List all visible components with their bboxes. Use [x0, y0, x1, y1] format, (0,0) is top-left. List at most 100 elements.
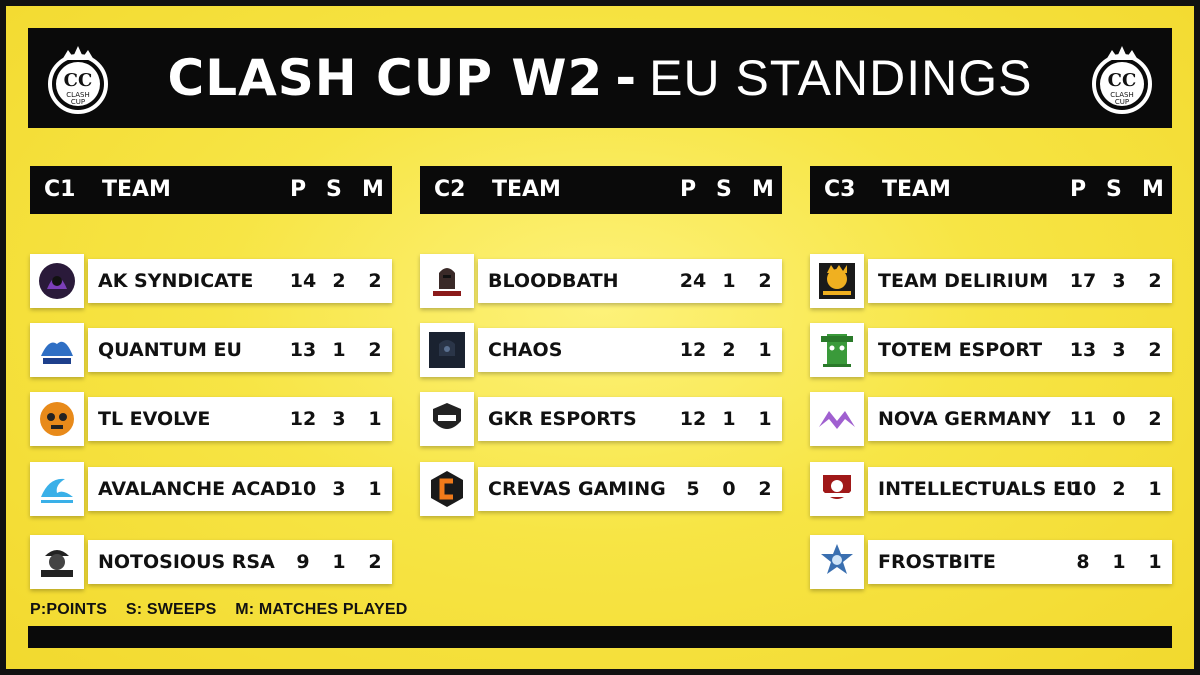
team-name: NOTOSIOUS RSA [98, 551, 275, 573]
team-sweeps: 2 [722, 339, 736, 361]
team-points: 8 [1076, 551, 1090, 573]
team-name: TL EVOLVE [98, 408, 211, 430]
team-row: AK SYNDICATE 14 2 2 [30, 254, 392, 308]
logo-monogram: CC [1108, 70, 1137, 91]
group-code: C1 [44, 177, 76, 202]
team-points: 12 [679, 408, 707, 430]
intellectuals-logo [810, 462, 864, 516]
column-matches: M [362, 177, 384, 202]
team-sweeps: 2 [332, 270, 346, 292]
team-points: 9 [296, 551, 310, 573]
clash-cup-logo: CC CLASH CUP [1092, 46, 1152, 114]
team-matches: 2 [758, 478, 772, 500]
page-title: CLASH CUP W2 - EU STANDINGS [28, 28, 1172, 128]
team-name: AK SYNDICATE [98, 270, 254, 292]
team-name: QUANTUM EU [98, 339, 242, 361]
column-points: P [1070, 177, 1087, 202]
team-points: 10 [289, 478, 317, 500]
delirium-logo [810, 254, 864, 308]
notorious-logo [30, 535, 84, 589]
team-sweeps: 1 [332, 339, 346, 361]
team-name: CREVAS GAMING [488, 478, 666, 500]
team-sweeps: 3 [332, 408, 346, 430]
team-row: INTELLECTUALS EU 10 2 1 [810, 462, 1172, 516]
team-sweeps: 1 [722, 408, 736, 430]
svg-text:CLASH: CLASH [66, 91, 89, 99]
team-matches: 1 [368, 478, 382, 500]
title-banner: CC CLASH CUP CLASH CUP W2 - EU STANDINGS… [28, 28, 1172, 128]
team-name: NOVA GERMANY [878, 408, 1051, 430]
team-name: BLOODBATH [488, 270, 619, 292]
team-sweeps: 3 [1112, 270, 1126, 292]
team-points: 17 [1069, 270, 1097, 292]
team-points: 5 [686, 478, 700, 500]
team-matches: 1 [758, 408, 772, 430]
totem-logo [810, 323, 864, 377]
team-row: QUANTUM EU 13 1 2 [30, 323, 392, 377]
team-sweeps: 3 [1112, 339, 1126, 361]
team-name: FROSTBITE [878, 551, 996, 573]
team-name: CHAOS [488, 339, 563, 361]
column-sweeps: S [716, 177, 732, 202]
tl-evolve-logo [30, 392, 84, 446]
column-sweeps: S [1106, 177, 1122, 202]
title-sub: EU STANDINGS [649, 50, 1033, 106]
svg-text:CUP: CUP [71, 98, 85, 106]
avalanche-logo [30, 462, 84, 516]
team-sweeps: 1 [722, 270, 736, 292]
team-matches: 2 [1148, 339, 1162, 361]
ak-syndicate-logo [30, 254, 84, 308]
svg-text:CUP: CUP [1115, 98, 1129, 106]
column-team: TEAM [882, 177, 951, 202]
team-name: AVALANCHE ACAD [98, 478, 291, 500]
column-matches: M [752, 177, 774, 202]
team-row: NOVA GERMANY 11 0 2 [810, 392, 1172, 446]
team-sweeps: 3 [332, 478, 346, 500]
team-points: 24 [679, 270, 707, 292]
legend: P:POINTS S: SWEEPS M: MATCHES PLAYED [30, 601, 422, 619]
gkr-logo [420, 392, 474, 446]
team-name: INTELLECTUALS EU [878, 478, 1082, 500]
team-matches: 1 [758, 339, 772, 361]
team-points: 14 [289, 270, 317, 292]
group-code: C2 [434, 177, 466, 202]
team-points: 13 [1069, 339, 1097, 361]
team-row: TEAM DELIRIUM 17 3 2 [810, 254, 1172, 308]
team-points: 12 [679, 339, 707, 361]
team-matches: 2 [758, 270, 772, 292]
team-matches: 1 [368, 408, 382, 430]
column-points: P [680, 177, 697, 202]
team-sweeps: 2 [1112, 478, 1126, 500]
crevas-logo [420, 462, 474, 516]
team-row: TL EVOLVE 12 3 1 [30, 392, 392, 446]
team-sweeps: 0 [722, 478, 736, 500]
team-name: TOTEM ESPORT [878, 339, 1043, 361]
legend-points: P:POINTS [30, 601, 108, 618]
quantum-logo [30, 323, 84, 377]
team-matches: 2 [1148, 270, 1162, 292]
title-main: CLASH CUP W2 [167, 49, 604, 107]
group-header-c3: C3 TEAM P S M [810, 166, 1172, 214]
team-name: TEAM DELIRIUM [878, 270, 1049, 292]
team-matches: 1 [1148, 551, 1162, 573]
chaos-logo [420, 323, 474, 377]
column-sweeps: S [326, 177, 342, 202]
team-matches: 2 [368, 270, 382, 292]
legend-matches: M: MATCHES PLAYED [235, 601, 408, 618]
team-row: CREVAS GAMING 5 0 2 [420, 462, 782, 516]
bloodbath-logo [420, 254, 474, 308]
team-row: CHAOS 12 2 1 [420, 323, 782, 377]
legend-sweeps: S: SWEEPS [125, 601, 217, 618]
clash-cup-logo: CC CLASH CUP [48, 46, 108, 114]
svg-text:CLASH: CLASH [1110, 91, 1133, 99]
group-header-c1: C1 TEAM P S M [30, 166, 392, 214]
team-sweeps: 1 [1112, 551, 1126, 573]
logo-monogram: CC [64, 70, 93, 91]
team-row: FROSTBITE 8 1 1 [810, 535, 1172, 589]
title-dash: - [615, 49, 638, 107]
team-matches: 2 [368, 339, 382, 361]
team-row: GKR ESPORTS 12 1 1 [420, 392, 782, 446]
footer-bar [28, 626, 1172, 648]
column-team: TEAM [102, 177, 171, 202]
column-team: TEAM [492, 177, 561, 202]
